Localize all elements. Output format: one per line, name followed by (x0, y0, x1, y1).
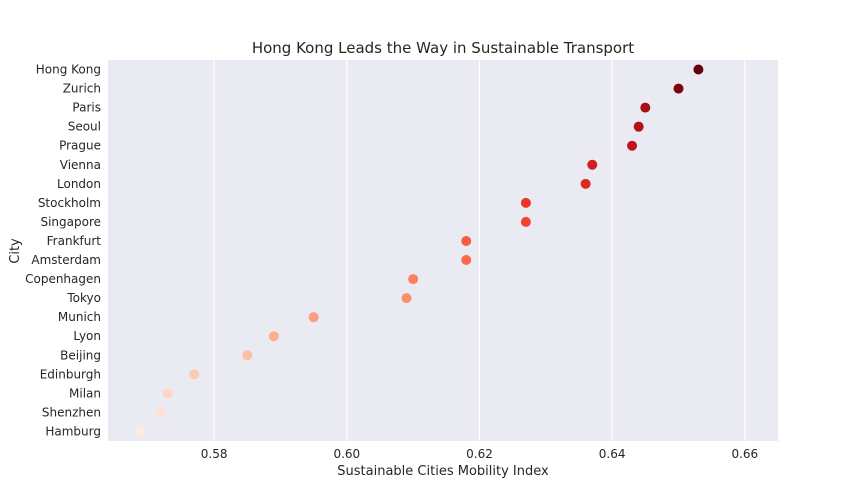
y-tick-label: Frankfurt (47, 234, 102, 248)
x-axis-label: Sustainable Cities Mobility Index (337, 464, 549, 479)
y-tick-labels: Hong Kong Zurich Paris Seoul Prague Vienna Lon… (25, 63, 101, 439)
y-tick-label: Munich (58, 310, 101, 324)
y-tick-label: Hamburg (45, 424, 101, 438)
y-tick-label: Shenzhen (42, 405, 101, 419)
y-tick-label: Singapore (40, 215, 101, 229)
data-point (461, 235, 472, 246)
data-point (268, 331, 279, 342)
data-point (633, 121, 644, 132)
data-point (461, 255, 472, 266)
x-tick-label: 0.66 (731, 447, 758, 461)
y-tick-label: Vienna (60, 158, 101, 172)
y-tick-label: London (57, 177, 101, 191)
data-point (673, 83, 684, 94)
x-tick-label: 0.58 (201, 447, 228, 461)
x-tick-label: 0.60 (333, 447, 360, 461)
y-tick-label: Edinburgh (40, 367, 101, 381)
data-point (693, 64, 704, 75)
y-tick-label: Zurich (63, 82, 101, 96)
y-tick-label: Lyon (73, 329, 101, 343)
data-point (587, 159, 598, 170)
y-tick-label: Paris (72, 101, 101, 115)
plot-area (108, 60, 778, 441)
chart-title: Hong Kong Leads the Way in Sustainable T… (252, 39, 634, 57)
data-point (627, 140, 638, 151)
gridlines (213, 60, 746, 441)
data-point (136, 426, 147, 437)
y-tick-label: Tokyo (66, 291, 101, 305)
data-point (640, 102, 651, 113)
y-tick-label: Seoul (68, 120, 101, 134)
y-axis-label: City (8, 238, 23, 264)
y-tick-label: Hong Kong (36, 63, 101, 77)
data-point (520, 197, 531, 208)
data-point (162, 388, 173, 399)
y-tick-label: Beijing (60, 348, 101, 362)
data-point (189, 369, 200, 380)
data-point (308, 312, 319, 323)
y-tick-label: Prague (59, 139, 101, 153)
y-tick-label: Milan (69, 386, 101, 400)
data-point (408, 274, 419, 285)
data-point (156, 407, 167, 418)
x-tick-labels: 0.58 0.60 0.62 0.64 0.66 (201, 447, 758, 461)
y-tick-label: Stockholm (38, 196, 101, 210)
data-point (520, 216, 531, 227)
data-points (136, 64, 704, 437)
data-point (401, 293, 412, 304)
x-tick-label: 0.62 (466, 447, 493, 461)
x-tick-label: 0.64 (599, 447, 626, 461)
data-point (242, 350, 253, 361)
y-tick-label: Amsterdam (31, 253, 101, 267)
data-point (580, 178, 591, 189)
y-tick-label: Copenhagen (25, 272, 101, 286)
